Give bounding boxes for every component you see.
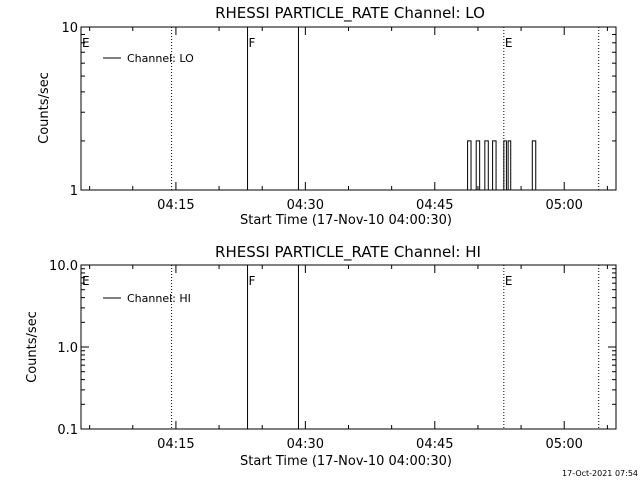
panel-lo-ylabel: Counts/sec (37, 72, 52, 144)
x-tick-label: 04:45 (416, 198, 453, 213)
y-tick-label: 0.1 (57, 423, 78, 438)
x-tick-label: 04:15 (157, 198, 194, 213)
x-tick-label: 04:45 (416, 437, 453, 452)
panel-lo-legend-label: Channel: LO (127, 52, 194, 65)
data-burst (507, 140, 512, 190)
event-marker-label: E (82, 274, 90, 288)
x-tick-label: 04:30 (287, 437, 324, 452)
panel-hi-title: RHESSI PARTICLE_RATE Channel: HI (215, 243, 481, 262)
y-tick-label: 1.0 (57, 341, 78, 356)
data-burst (531, 140, 537, 190)
event-marker-label: E (82, 36, 90, 50)
y-tick-label: 10.0 (49, 259, 78, 274)
data-burst (475, 140, 481, 190)
panel-lo-title: RHESSI PARTICLE_RATE Channel: LO (215, 4, 485, 23)
panel-lo-xlabel: Start Time (17-Nov-10 04:00:30) (240, 213, 452, 228)
x-tick-label: 05:00 (545, 437, 582, 452)
panel-hi-xlabel: Start Time (17-Nov-10 04:00:30) (240, 454, 452, 469)
x-tick-label: 05:00 (545, 198, 582, 213)
panel-hi: RHESSI PARTICLE_RATE Channel: HI 04:15 04… (25, 243, 617, 469)
y-tick-label: 1 (70, 184, 78, 199)
panel-hi-legend-label: Channel: HI (127, 292, 191, 305)
x-tick-label: 04:30 (287, 198, 324, 213)
y-tick-label: 10 (61, 21, 78, 36)
panel-hi-ylabel: Counts/sec (25, 311, 40, 383)
event-marker-label: E (505, 36, 513, 50)
panel-lo: RHESSI PARTICLE_RATE Channel: LO 04:15 04… (37, 4, 617, 228)
event-marker-label: F (249, 36, 256, 50)
footer-timestamp: 17-Oct-2021 07:54 (562, 469, 638, 478)
event-marker-label: F (249, 274, 256, 288)
event-marker-label: E (505, 274, 513, 288)
data-burst (467, 140, 472, 190)
data-burst (484, 140, 489, 190)
data-burst (503, 140, 507, 190)
data-burst (492, 140, 497, 190)
panel-lo-data (467, 140, 537, 190)
x-tick-label: 04:15 (157, 437, 194, 452)
